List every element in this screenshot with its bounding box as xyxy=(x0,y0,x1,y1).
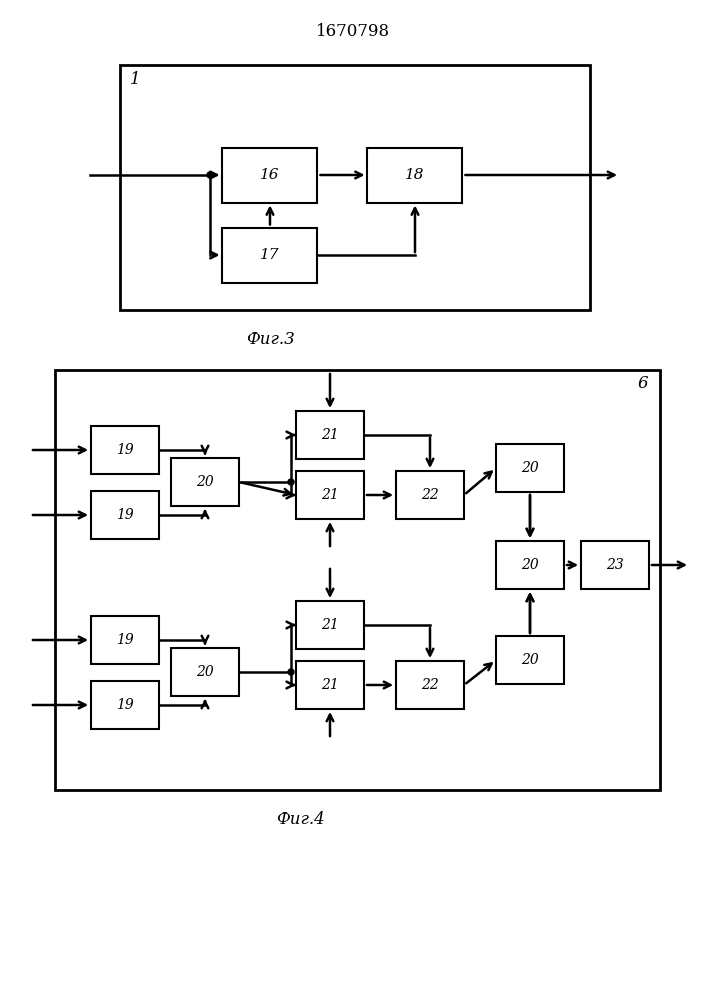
Bar xyxy=(296,411,364,459)
Bar xyxy=(171,458,239,506)
Text: Фиг.3: Фиг.3 xyxy=(245,332,294,349)
Bar xyxy=(496,541,564,589)
Text: 20: 20 xyxy=(196,665,214,679)
Text: 19: 19 xyxy=(116,633,134,647)
Circle shape xyxy=(207,172,213,178)
Bar xyxy=(581,541,649,589)
Text: 20: 20 xyxy=(521,461,539,475)
Text: 1670798: 1670798 xyxy=(316,23,390,40)
Text: 21: 21 xyxy=(321,678,339,692)
Bar xyxy=(396,471,464,519)
Bar xyxy=(368,147,462,202)
Text: 18: 18 xyxy=(405,168,425,182)
Text: Фиг.4: Фиг.4 xyxy=(276,812,325,828)
Text: 6: 6 xyxy=(638,375,648,392)
Text: 19: 19 xyxy=(116,508,134,522)
Text: 21: 21 xyxy=(321,618,339,632)
Bar xyxy=(91,616,159,664)
Text: 22: 22 xyxy=(421,488,439,502)
Bar xyxy=(91,681,159,729)
Bar xyxy=(396,661,464,709)
Text: 21: 21 xyxy=(321,488,339,502)
Bar xyxy=(91,426,159,474)
Bar xyxy=(223,147,317,202)
Text: 20: 20 xyxy=(521,558,539,572)
Bar xyxy=(296,601,364,649)
Bar xyxy=(296,661,364,709)
Bar xyxy=(55,370,660,790)
Bar xyxy=(296,471,364,519)
Bar xyxy=(171,648,239,696)
Bar xyxy=(496,636,564,684)
Text: 16: 16 xyxy=(260,168,280,182)
Bar xyxy=(91,491,159,539)
Text: 21: 21 xyxy=(321,428,339,442)
Circle shape xyxy=(288,669,294,675)
Text: 23: 23 xyxy=(606,558,624,572)
Text: 20: 20 xyxy=(521,653,539,667)
Circle shape xyxy=(288,479,294,485)
Bar xyxy=(120,65,590,310)
Text: 20: 20 xyxy=(196,475,214,489)
Text: 17: 17 xyxy=(260,248,280,262)
Text: 1: 1 xyxy=(130,70,141,88)
Bar xyxy=(496,444,564,492)
Text: 22: 22 xyxy=(421,678,439,692)
Text: 19: 19 xyxy=(116,443,134,457)
Bar xyxy=(223,228,317,282)
Text: 19: 19 xyxy=(116,698,134,712)
